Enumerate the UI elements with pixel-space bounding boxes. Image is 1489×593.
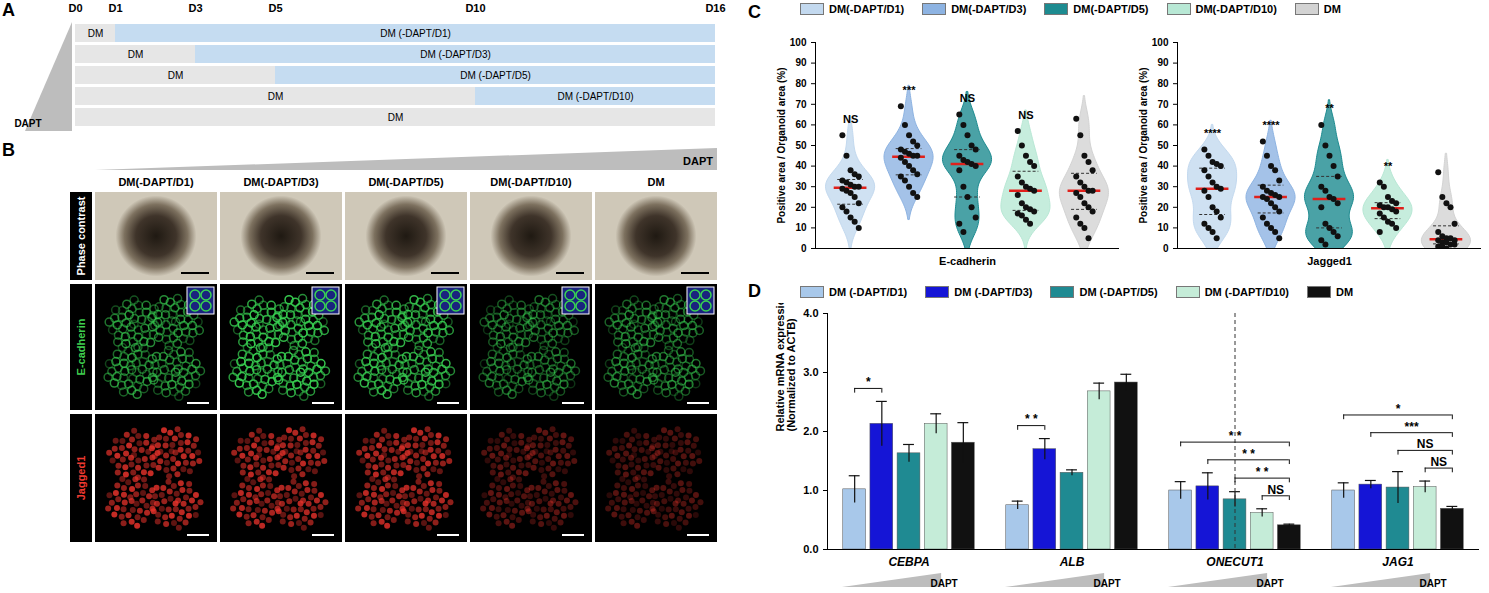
svg-text:D10: D10 [465,2,485,14]
svg-text:DM (-DAPT/D10): DM (-DAPT/D10) [557,91,633,102]
svg-text:80: 80 [1157,78,1169,89]
svg-text:ALB: ALB [1059,555,1085,569]
svg-text:***: *** [1405,420,1419,434]
html-text:C: C [748,2,761,22]
html-text:DM(-DAPT/D1): DM(-DAPT/D1) [829,3,905,15]
svg-text:NS: NS [1417,437,1434,451]
svg-text:* *: * * [1242,447,1255,461]
svg-text:Phase contrast: Phase contrast [75,196,87,275]
svg-text:DM: DM [168,70,184,81]
svg-text:NS: NS [1018,109,1033,121]
svg-text:D16: D16 [705,2,725,14]
svg-text:10: 10 [795,222,807,233]
svg-text:DAPT: DAPT [683,155,713,167]
svg-text:NS: NS [1267,483,1284,497]
html-text:B: B [2,140,15,160]
svg-text:DM: DM [388,112,404,123]
svg-text:E-cadherin: E-cadherin [75,318,87,375]
svg-text:D0: D0 [68,2,82,14]
svg-text:DM(-DAPT/D1): DM(-DAPT/D1) [118,176,193,188]
svg-text:20: 20 [795,202,807,213]
svg-text:**: ** [1325,102,1334,114]
svg-text:DM: DM [647,176,664,188]
svg-text:40: 40 [795,160,807,171]
svg-text:****: **** [1204,127,1222,139]
svg-text:70: 70 [1157,99,1169,110]
svg-text:DM: DM [88,28,104,39]
svg-text:90: 90 [1157,57,1169,68]
svg-text:40: 40 [1157,160,1169,171]
svg-text:Relative mRNA expression(Norma: Relative mRNA expression(Normalized to A… [774,303,797,432]
svg-text:10: 10 [1157,222,1169,233]
svg-text:NS: NS [1430,455,1447,469]
svg-text:90: 90 [795,57,807,68]
html-text:DM: DM [1336,286,1354,298]
svg-text:100: 100 [790,37,807,48]
html-text:DM (-DAPT/D3): DM (-DAPT/D3) [954,286,1033,298]
html-text:DM(-DAPT/D10): DM(-DAPT/D10) [1195,3,1277,15]
svg-text:*: * [866,375,871,389]
svg-text:DM(-DAPT/D3): DM(-DAPT/D3) [243,176,318,188]
svg-text:60: 60 [795,119,807,130]
svg-text:D1: D1 [108,2,122,14]
html-text:DM (-DAPT/D5): DM (-DAPT/D5) [1079,286,1158,298]
svg-text:* *: * * [1229,429,1242,443]
svg-text:DM: DM [128,49,144,60]
svg-text:JAG1: JAG1 [1382,555,1414,569]
svg-text:3.0: 3.0 [803,366,818,378]
svg-text:70: 70 [795,99,807,110]
svg-text:60: 60 [1157,119,1169,130]
svg-text:NS: NS [960,92,975,104]
svg-text:D5: D5 [268,2,282,14]
svg-text:* *: * * [1256,465,1269,479]
svg-text:2.0: 2.0 [803,425,818,437]
svg-text:D3: D3 [188,2,202,14]
svg-text:0: 0 [1163,243,1169,254]
svg-text:DAPT: DAPT [1419,578,1446,589]
html-text:DM(-DAPT/D3): DM(-DAPT/D3) [951,3,1027,15]
svg-text:DM(-DAPT/D10): DM(-DAPT/D10) [490,176,572,188]
svg-text:DM (-DAPT/D1): DM (-DAPT/D1) [380,28,451,39]
html-text:DM: DM [1323,3,1341,15]
svg-text:Jagged1: Jagged1 [1307,255,1352,267]
svg-text:Positive area / Organoid area: Positive area / Organoid area (%) [776,67,787,223]
svg-text:Jagged1: Jagged1 [75,456,87,501]
html-text:A: A [2,0,15,20]
html-text:DM(-DAPT/D5): DM(-DAPT/D5) [1073,3,1149,15]
svg-text:20: 20 [1157,202,1169,213]
svg-text:50: 50 [1157,140,1169,151]
html-text:D: D [748,281,761,301]
svg-text:CEBPA: CEBPA [888,555,929,569]
svg-text:0: 0 [801,243,807,254]
svg-text:DAPT: DAPT [930,578,957,589]
svg-text:ONECUT1: ONECUT1 [1206,555,1264,569]
svg-text:****: **** [1262,119,1280,131]
svg-text:DM(-DAPT/D5): DM(-DAPT/D5) [368,176,443,188]
svg-text:1.0: 1.0 [803,484,818,496]
svg-text:DAPT: DAPT [1093,578,1120,589]
html-text:DM (-DAPT/D10): DM (-DAPT/D10) [1204,286,1289,298]
svg-text:Positive area / Organoid area: Positive area / Organoid area (%) [1138,67,1149,223]
svg-text:* *: * * [1025,412,1038,426]
svg-text:30: 30 [795,181,807,192]
svg-text:NS: NS [843,113,858,125]
svg-text:50: 50 [795,140,807,151]
svg-text:100: 100 [1152,37,1169,48]
svg-text:30: 30 [1157,181,1169,192]
svg-text:E-cadherin: E-cadherin [939,255,996,267]
svg-text:***: *** [903,84,917,96]
svg-text:DAPT: DAPT [14,118,41,129]
html-text:DM (-DAPT/D1): DM (-DAPT/D1) [829,286,908,298]
svg-text:80: 80 [795,78,807,89]
svg-text:DM (-DAPT/D3): DM (-DAPT/D3) [420,49,491,60]
svg-text:DM: DM [268,91,284,102]
svg-text:DM (-DAPT/D5): DM (-DAPT/D5) [460,70,531,81]
svg-text:4.0: 4.0 [803,307,818,319]
svg-text:DAPT: DAPT [1256,578,1283,589]
svg-text:0.0: 0.0 [803,543,818,555]
svg-text:**: ** [1384,160,1393,172]
svg-text:*: * [1396,402,1401,416]
